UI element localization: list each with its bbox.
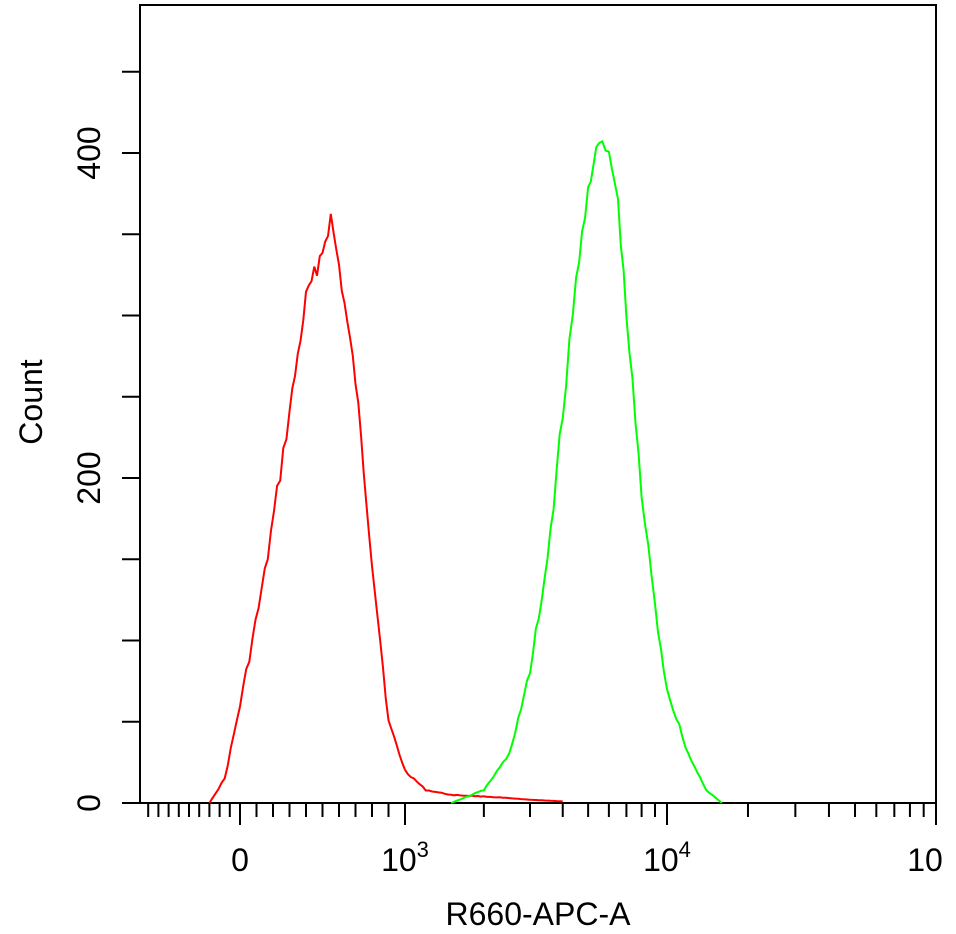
x-tick-label: 10 [907,842,943,878]
y-tick-label: 0 [71,794,107,812]
y-tick-label: 400 [71,126,107,179]
x-tick-exponent: 4 [679,837,691,862]
x-tick-label: 103 [381,837,429,878]
x-tick-label: 104 [643,837,691,878]
series-line [450,139,723,804]
y-axis-title: Count [13,359,49,445]
x-axis: 0 103 104 10 [147,803,943,878]
series-layer [208,139,723,804]
y-tick-label: 200 [71,451,107,504]
plot-frame [139,4,937,804]
y-axis: 0 200 400 [71,70,140,812]
x-tick-label: 0 [231,842,249,878]
x-tick-exponent: 3 [417,837,429,862]
series-line [208,213,563,804]
x-axis-title: R660-APC-A [446,896,632,932]
